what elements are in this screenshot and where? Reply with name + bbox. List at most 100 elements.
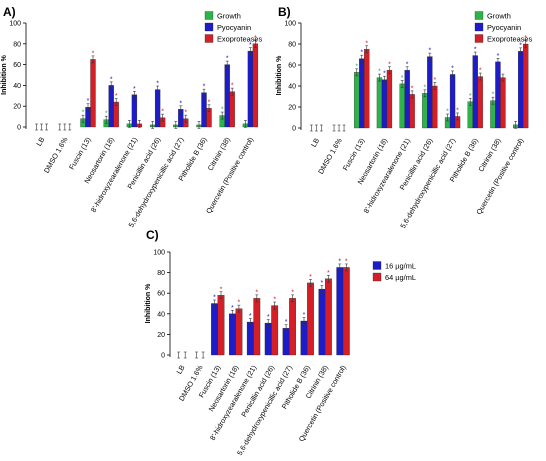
legend: Growth Pyocyanin Exoproteases [204,11,262,44]
legend-swatch [204,11,214,20]
significance-star: * [255,289,258,296]
bar [246,321,254,356]
bar [472,55,478,129]
bar [518,51,524,129]
x-tick-label: Fuscin (13) [67,136,93,172]
bar [217,295,225,356]
y-tick-label: 60 [157,291,165,298]
legend-swatch [474,11,484,20]
significance-star: * [524,35,527,42]
significance-star: * [383,71,386,78]
significance-star: * [226,56,229,63]
significance-star: * [446,109,449,116]
legend: 16 µg/mL 64 µg/mL [372,261,416,282]
panel-letter: B) [278,5,291,19]
bar [271,305,279,356]
y-tick-label: 0 [161,353,165,360]
legend-label: 64 µg/mL [385,273,416,282]
bar [523,43,529,129]
legend-label: 16 µg/mL [385,262,416,271]
significance-star: * [291,289,294,296]
x-tick-label: Citrinin (38) [206,136,232,173]
bar [90,59,96,128]
significance-star: * [365,40,368,47]
bar [342,267,350,356]
bar [282,328,290,356]
bar [154,89,161,128]
significance-star: * [82,110,85,117]
bar [386,70,393,129]
bar [289,298,297,356]
bar [376,77,383,129]
significance-star: * [267,314,270,321]
y-tick-label: 60 [13,62,21,69]
bar [300,320,308,356]
bar [247,50,254,128]
bar [235,308,243,356]
legend-label: Growth [487,12,511,21]
significance-star: * [355,63,358,70]
panel-letter: C) [146,228,159,242]
significance-star: * [497,53,500,60]
significance-star: * [285,319,288,326]
x-tick-label: LB [174,363,186,375]
significance-star: * [469,93,472,100]
significance-star: * [492,92,495,99]
bar [449,74,456,129]
significance-star: * [231,83,234,90]
significance-star: * [92,50,95,57]
significance-star: * [105,111,108,118]
significance-star: * [273,297,276,304]
significance-star: * [378,69,381,76]
significance-star: * [249,42,252,49]
bar [354,72,360,129]
significance-star: * [451,65,454,72]
bar [432,85,438,129]
bar [399,83,405,129]
significance-star: * [179,100,182,107]
significance-star: * [87,98,90,105]
y-tick-label: 20 [13,104,21,111]
bar [364,49,370,129]
x-tick-label: LB [309,136,321,148]
bar [404,70,410,129]
y-tick-label: 100 [9,21,21,28]
x-tick-label: DMSO 1.6% [42,135,70,175]
significance-star: * [133,86,136,93]
legend-swatch [372,272,382,282]
bar [201,92,207,128]
significance-star: * [456,107,459,114]
significance-star: * [321,280,324,287]
legend-swatch [204,34,214,43]
bar [224,64,230,128]
y-tick-label: 80 [13,41,21,48]
bar [229,91,235,128]
significance-star: * [115,93,118,100]
panel-letter: A) [3,5,16,19]
significance-star: * [423,84,426,91]
y-axis-label: Inhibition % [145,283,152,323]
bar [490,100,496,129]
significance-star: * [428,48,431,55]
y-tick-label: 40 [288,84,296,91]
significance-star: * [360,50,363,57]
bar [253,298,261,356]
significance-star: * [161,109,164,116]
significance-star: * [203,84,206,91]
bar [422,93,428,129]
bar [427,56,433,129]
bar [131,94,138,128]
significance-star: * [110,76,113,83]
significance-star: * [474,47,477,54]
y-tick-label: 100 [284,21,296,28]
bar [477,76,483,129]
legend-label: Pyocyanin [487,23,521,32]
y-tick-label: 20 [288,105,296,112]
bar [495,61,501,129]
x-tick-label: Quercetin (Positive control) [474,137,525,217]
y-tick-label: 80 [288,42,296,49]
y-tick-label: 40 [13,83,21,90]
